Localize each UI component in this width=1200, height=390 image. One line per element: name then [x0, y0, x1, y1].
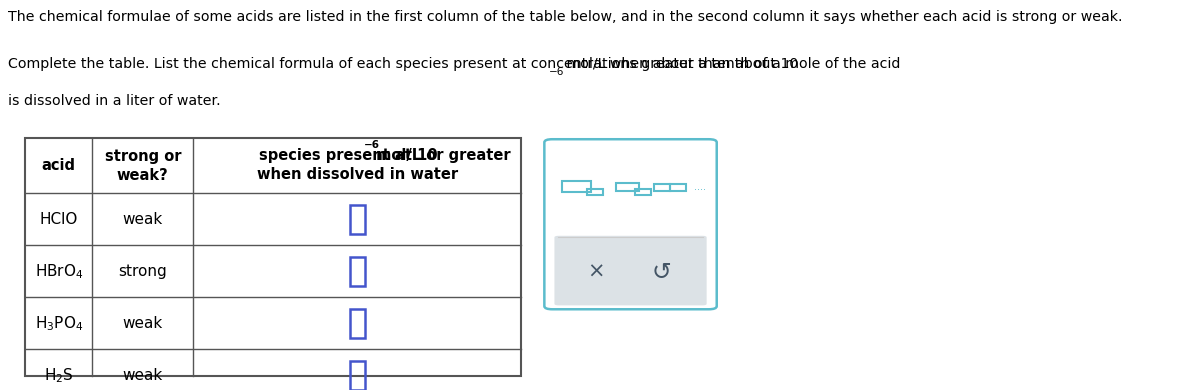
Bar [563, 181, 590, 192]
Bar [635, 189, 650, 195]
Bar [349, 361, 365, 390]
FancyBboxPatch shape [554, 236, 707, 305]
Text: Complete the table. List the chemical formula of each species present at concent: Complete the table. List the chemical fo… [8, 57, 798, 71]
Bar [349, 309, 365, 338]
Bar [671, 184, 686, 191]
Text: −6: −6 [548, 67, 564, 78]
Text: is dissolved in a liter of water.: is dissolved in a liter of water. [8, 94, 221, 108]
Bar [349, 205, 365, 234]
Text: acid: acid [42, 158, 76, 174]
Text: when dissolved in water: when dissolved in water [257, 167, 457, 182]
Text: The chemical formulae of some acids are listed in the first column of the table : The chemical formulae of some acids are … [8, 10, 1122, 24]
Text: strong or
weak?: strong or weak? [104, 149, 181, 183]
Text: weak: weak [122, 212, 163, 227]
Text: weak: weak [122, 368, 163, 383]
Text: ×: × [588, 262, 605, 282]
Bar [654, 184, 671, 191]
Bar [349, 257, 365, 286]
Text: HClO: HClO [40, 212, 78, 227]
Text: ....: .... [695, 182, 707, 192]
Text: weak: weak [122, 316, 163, 331]
Text: species present at 10: species present at 10 [259, 147, 438, 163]
Text: HBrO$_4$: HBrO$_4$ [35, 262, 83, 281]
Text: ↺: ↺ [652, 260, 672, 284]
Text: strong: strong [119, 264, 167, 279]
Text: H$_2$S: H$_2$S [44, 366, 73, 385]
Text: −6: −6 [364, 140, 379, 150]
FancyBboxPatch shape [545, 139, 716, 309]
Bar [25, 138, 521, 376]
Text: mol/L or greater: mol/L or greater [371, 147, 510, 163]
Text: mol/L when about a tenth of a mole of the acid: mol/L when about a tenth of a mole of th… [562, 57, 900, 71]
Text: H$_3$PO$_4$: H$_3$PO$_4$ [35, 314, 83, 333]
Bar [587, 189, 602, 195]
Bar [617, 183, 638, 191]
